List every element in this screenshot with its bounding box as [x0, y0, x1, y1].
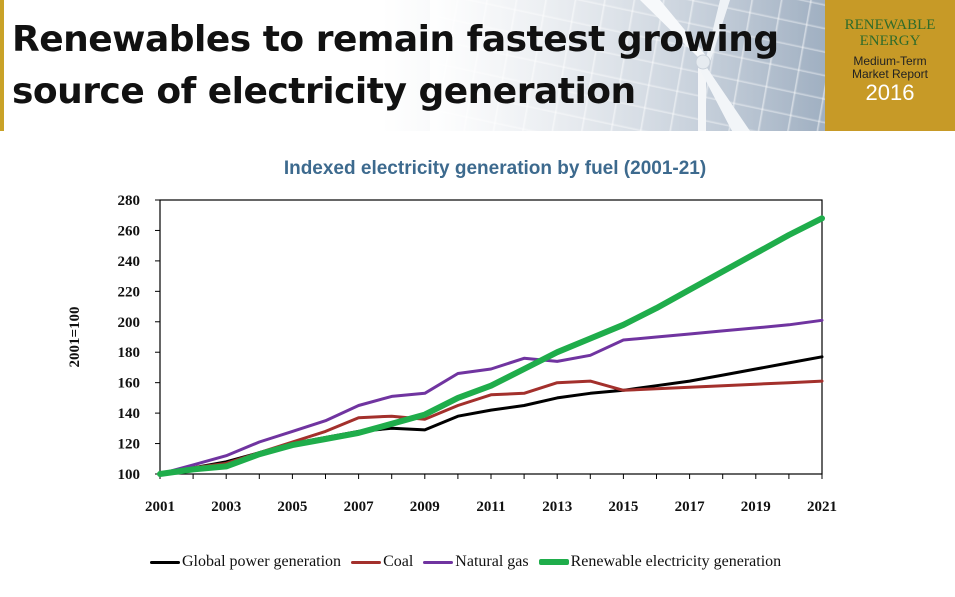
- legend-label: Renewable electricity generation: [570, 553, 782, 570]
- series-line-coal: [158, 379, 824, 476]
- badge-line2: ENERGY: [859, 33, 921, 49]
- series-line-natural-gas: [158, 318, 824, 476]
- badge-line4: Market Report: [851, 67, 929, 81]
- badge-line1: RENEWABLE: [844, 17, 936, 33]
- x-tick-label: 2005: [277, 499, 307, 515]
- y-tick-label: 280: [118, 193, 141, 209]
- header-banner: Renewables to remain fastest growing sou…: [0, 0, 955, 131]
- legend-swatch: [150, 560, 180, 564]
- y-tick-label: 160: [118, 376, 141, 392]
- wind-turbine-image: [640, 0, 750, 131]
- x-tick-label: 2013: [542, 499, 572, 515]
- badge-line3: Medium-Term: [853, 54, 927, 68]
- y-axis: 100 120 140 160 180 200 220 240 260 280: [118, 193, 160, 483]
- y-tick-label: 260: [118, 223, 141, 239]
- chart-title: Indexed electricity generation by fuel (…: [283, 158, 707, 179]
- x-tick-label: 2015: [608, 499, 638, 515]
- series-line-renewable-electricity-generation: [157, 215, 825, 477]
- x-tick-label: 2017: [675, 499, 706, 515]
- legend-swatch: [538, 559, 569, 565]
- legend-swatch: [423, 560, 454, 564]
- report-badge: RENEWABLE ENERGY Medium-Term Market Repo…: [825, 0, 955, 131]
- x-axis: 2001 2003 2005 2007 2009 2011 2013 2015 2017 2019…: [145, 474, 837, 515]
- x-tick-label: 2021: [807, 499, 837, 515]
- x-tick-label: 2003: [211, 499, 241, 515]
- chart-legend: Global power generation Coal Natural gas Re…: [150, 550, 781, 574]
- x-tick-label: 2009: [410, 499, 440, 515]
- x-tick-label: 2019: [741, 499, 771, 515]
- plot-frame: [159, 199, 823, 475]
- y-tick-label: 220: [118, 284, 141, 300]
- slide-title-line1: Renewables to remain fastest growing: [12, 19, 779, 60]
- legend-swatch: [351, 560, 382, 564]
- x-tick-label: 2011: [476, 499, 505, 515]
- badge-year: 2016: [865, 80, 915, 105]
- y-tick-label: 200: [118, 315, 141, 331]
- y-tick-label: 240: [118, 254, 141, 270]
- legend-label: Natural gas: [455, 553, 529, 570]
- y-tick-label: 120: [118, 437, 141, 453]
- x-tick-label: 2001: [145, 499, 175, 515]
- x-tick-label: 2007: [344, 499, 375, 515]
- legend-item: Natural gas: [423, 553, 529, 571]
- legend-label: Coal: [383, 553, 414, 570]
- y-tick-label: 140: [118, 406, 141, 422]
- legend-item: Global power generation: [150, 553, 341, 571]
- slide-title: Renewables to remain fastest growing sou…: [12, 14, 792, 118]
- legend-item: Coal: [351, 553, 413, 571]
- legend-label: Global power generation: [182, 553, 342, 570]
- y-axis-label: 2001=100: [67, 306, 83, 367]
- accent-bar: [0, 0, 4, 131]
- y-tick-label: 100: [118, 467, 141, 483]
- y-tick-label: 180: [118, 345, 141, 361]
- series-lines: [157, 215, 825, 477]
- legend-item: Renewable electricity generation: [538, 553, 782, 571]
- slide-title-line2: source of electricity generation: [12, 71, 636, 112]
- solar-panels-image: [430, 0, 825, 131]
